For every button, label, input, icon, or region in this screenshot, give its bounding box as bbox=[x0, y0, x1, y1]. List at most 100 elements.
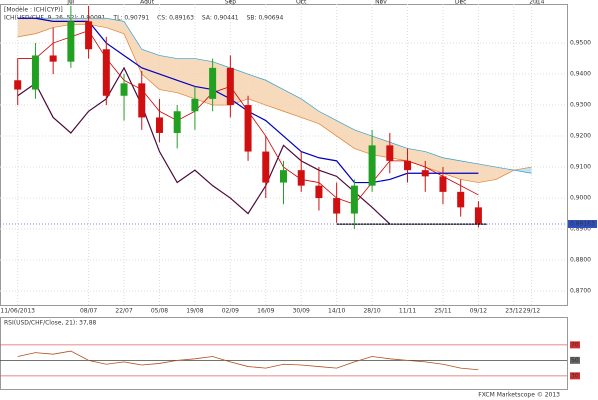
month-label: Jul bbox=[66, 0, 75, 6]
x-tick-label: 16/09 bbox=[257, 308, 274, 315]
cloud bbox=[301, 98, 319, 124]
candle-body bbox=[226, 67, 234, 106]
x-tick-label: 11/06/2013 bbox=[0, 308, 35, 315]
rsi-title: RSI(USD/CHF/Close, 21): 37,88 bbox=[4, 320, 97, 327]
candle-body bbox=[421, 170, 429, 177]
x-tick-label: 29/12 bbox=[523, 308, 540, 315]
candle-body bbox=[244, 105, 252, 152]
cloud bbox=[194, 58, 213, 106]
price-panel bbox=[0, 4, 568, 306]
x-tick-label: 19/08 bbox=[186, 308, 203, 315]
candle-body bbox=[138, 83, 146, 118]
y-tick-label: 0,9500 bbox=[570, 40, 591, 47]
candle-body bbox=[85, 21, 93, 50]
cloud bbox=[17, 18, 36, 37]
candle-body bbox=[439, 176, 447, 192]
month-label: Dec bbox=[455, 0, 467, 6]
candle-body bbox=[31, 55, 39, 90]
model-label: [Modèle : ICH(CYP)] bbox=[4, 7, 63, 14]
candle-body bbox=[474, 207, 482, 224]
rsi-line bbox=[17, 350, 479, 371]
cloud bbox=[141, 49, 160, 90]
cloud bbox=[177, 58, 195, 99]
y-tick-label: 0,9000 bbox=[570, 195, 591, 202]
cloud bbox=[389, 142, 408, 161]
candle-body bbox=[404, 160, 412, 171]
cloud bbox=[124, 21, 142, 75]
candle-body bbox=[386, 145, 394, 161]
month-label: 2014 bbox=[529, 0, 544, 6]
y-tick-label: 0,8700 bbox=[570, 288, 591, 295]
candle-body bbox=[368, 145, 376, 186]
month-label: Août bbox=[140, 0, 154, 6]
cloud bbox=[442, 157, 461, 180]
x-tick-label: 02/09 bbox=[222, 308, 239, 315]
rsi-tick-label: 30 bbox=[571, 372, 579, 379]
candle-body bbox=[280, 170, 287, 183]
cloud bbox=[35, 18, 54, 34]
cloud bbox=[106, 18, 125, 34]
candle-body bbox=[67, 21, 75, 62]
cloud bbox=[407, 148, 426, 168]
candle-body bbox=[457, 191, 465, 208]
cloud bbox=[53, 18, 71, 28]
cloud bbox=[318, 111, 337, 137]
x-tick-label: 14/10 bbox=[328, 308, 345, 315]
footer: FXCM Marketscope © 2013 bbox=[478, 392, 560, 399]
cloud bbox=[265, 80, 284, 112]
candle-body bbox=[155, 117, 163, 133]
y-tick-label: 0,8800 bbox=[570, 257, 591, 264]
span-b-line bbox=[17, 17, 532, 174]
span-a-line bbox=[17, 24, 532, 183]
rsi-tick-box bbox=[570, 372, 580, 380]
y-tick-label: 0,9400 bbox=[570, 71, 591, 78]
x-tick-label: 08/07 bbox=[80, 308, 97, 315]
rsi-tick-box bbox=[570, 341, 580, 349]
cloud bbox=[425, 151, 443, 174]
cloud bbox=[496, 167, 514, 180]
candle-body bbox=[120, 83, 128, 96]
month-label: Oct bbox=[296, 0, 307, 6]
candle-body bbox=[14, 80, 22, 90]
x-tick-label: 23/12 bbox=[505, 308, 522, 315]
x-tick-label: 28/10 bbox=[363, 308, 380, 315]
cloud bbox=[460, 160, 479, 183]
cloud bbox=[159, 55, 178, 93]
x-tick-label: 05/08 bbox=[151, 308, 168, 315]
x-tick-label: 25/11 bbox=[434, 308, 451, 315]
candle-body bbox=[297, 170, 305, 186]
legend-entry: SA: 0,90441 bbox=[202, 15, 239, 22]
candle-body bbox=[102, 49, 110, 96]
rsi-tick-label: 50 bbox=[571, 357, 579, 364]
candle-body bbox=[350, 185, 358, 214]
cloud bbox=[372, 136, 390, 158]
cloud bbox=[478, 163, 497, 183]
y-tick-label: 0,9300 bbox=[570, 102, 591, 109]
rsi-tick-box bbox=[570, 356, 580, 364]
x-tick-label: 09/12 bbox=[470, 308, 487, 315]
legend-entry: CS: 0,89163 bbox=[157, 15, 194, 22]
y-tick-label: 0,9200 bbox=[570, 133, 591, 140]
candle-body bbox=[209, 67, 217, 99]
y-tick-label: 0,8900 bbox=[570, 226, 591, 233]
candle-body bbox=[191, 98, 199, 112]
candle-body bbox=[49, 55, 57, 62]
month-label: Nov bbox=[375, 0, 387, 6]
cloud bbox=[513, 167, 532, 174]
chikou-line bbox=[17, 66, 391, 225]
legend-entry: TL: 0,90791 bbox=[112, 15, 149, 22]
candle-body bbox=[173, 111, 181, 133]
rsi-panel bbox=[0, 317, 568, 390]
x-tick-label: 11/11 bbox=[399, 308, 416, 315]
legend-entry: SB: 0,90694 bbox=[247, 15, 284, 22]
cloud bbox=[248, 74, 266, 106]
cloud bbox=[354, 129, 373, 155]
candle-body bbox=[315, 185, 323, 199]
rsi-tick-label: 70 bbox=[571, 341, 579, 348]
cloud bbox=[230, 67, 249, 106]
candle-body bbox=[262, 151, 270, 183]
month-label: Sep bbox=[225, 0, 237, 6]
x-tick-label: 30/09 bbox=[293, 308, 310, 315]
last-price-label: 0,89163 bbox=[570, 220, 595, 227]
